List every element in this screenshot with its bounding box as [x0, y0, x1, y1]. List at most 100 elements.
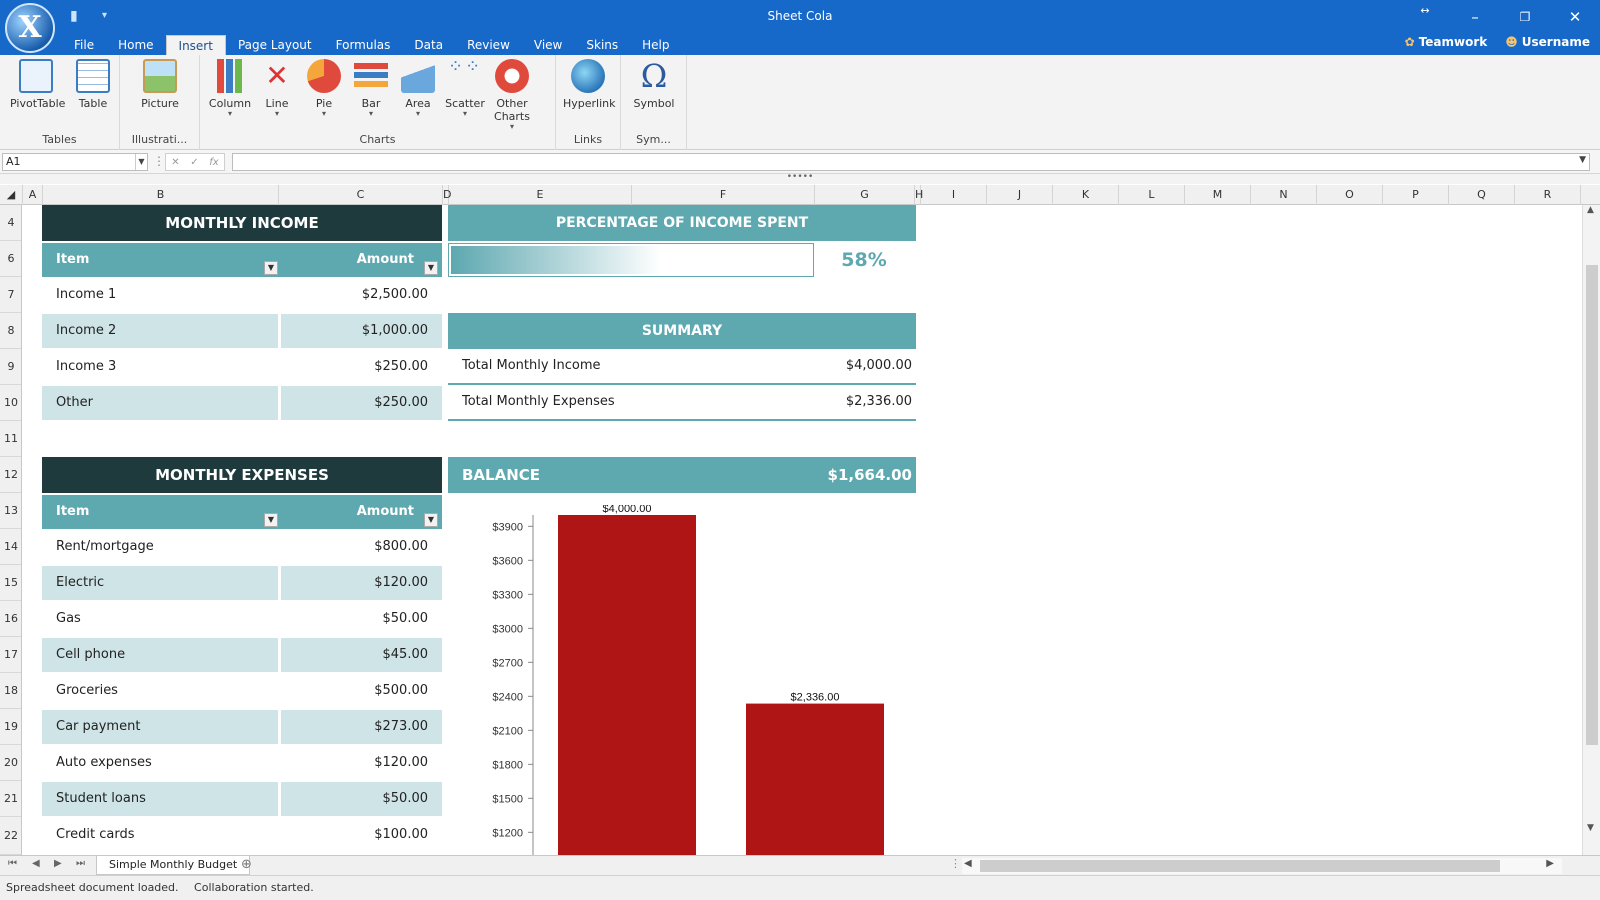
- income-amount-filter-icon[interactable]: ▼: [424, 261, 438, 275]
- tab-view[interactable]: View: [533, 38, 563, 52]
- column-header-d[interactable]: D: [443, 185, 451, 205]
- minimize-button[interactable]: –: [1471, 8, 1479, 26]
- next-sheet-icon[interactable]: ▶: [54, 858, 62, 869]
- column-header-q[interactable]: Q: [1449, 185, 1515, 205]
- column-header-g[interactable]: G: [815, 185, 915, 205]
- expenses-item-cell[interactable]: Rent/mortgage: [56, 539, 154, 554]
- column-header-c[interactable]: C: [279, 185, 443, 205]
- close-button[interactable]: ✕: [1568, 8, 1582, 26]
- pie-chart-button[interactable]: Pie ▾: [299, 59, 349, 118]
- row-header-19[interactable]: 19: [0, 709, 21, 745]
- scroll-right-icon[interactable]: ▶: [1546, 858, 1554, 869]
- row-header-21[interactable]: 21: [0, 781, 21, 817]
- formula-expand-icon[interactable]: ▼: [1579, 155, 1586, 165]
- app-logo[interactable]: X: [5, 3, 55, 53]
- column-header-k[interactable]: K: [1053, 185, 1119, 205]
- column-header-f[interactable]: F: [632, 185, 815, 205]
- column-header-i[interactable]: I: [921, 185, 987, 205]
- column-header-n[interactable]: N: [1251, 185, 1317, 205]
- select-all-corner[interactable]: ◢: [0, 185, 23, 205]
- expenses-item-cell[interactable]: Groceries: [56, 683, 118, 698]
- column-header-m[interactable]: M: [1185, 185, 1251, 205]
- line-chart-button[interactable]: ✕ Line ▾: [252, 59, 302, 118]
- scroll-down-icon[interactable]: ▼: [1587, 823, 1594, 833]
- expenses-item-cell[interactable]: Cell phone: [42, 638, 278, 672]
- tab-home[interactable]: Home: [118, 38, 154, 52]
- income-item-cell[interactable]: Other: [42, 386, 278, 420]
- income-item-cell[interactable]: Income 2: [42, 314, 278, 348]
- tab-formulas[interactable]: Formulas: [335, 38, 391, 52]
- restore-button[interactable]: ❐: [1519, 10, 1531, 24]
- tab-help[interactable]: Help: [642, 38, 670, 52]
- cancel-icon[interactable]: ✕: [171, 156, 180, 168]
- sheet-tab-simple-monthly-budget[interactable]: Simple Monthly Budget: [96, 856, 251, 875]
- income-amount-cell[interactable]: $1,000.00: [281, 314, 442, 348]
- summary-value[interactable]: $4,000.00: [845, 358, 912, 373]
- horizontal-scrollbar[interactable]: ◀ ▶: [962, 858, 1562, 874]
- summary-label[interactable]: Total Monthly Expenses: [462, 394, 615, 409]
- bar-chart-button[interactable]: Bar ▾: [346, 59, 396, 118]
- pivottable-button[interactable]: PivotTable: [10, 59, 65, 110]
- expenses-amount-cell[interactable]: $120.00: [374, 755, 428, 770]
- expenses-amount-cell[interactable]: $800.00: [374, 539, 428, 554]
- expenses-item-cell[interactable]: Car payment: [42, 710, 278, 744]
- expenses-item-filter-icon[interactable]: ▼: [264, 513, 278, 527]
- row-header-22[interactable]: 22: [0, 817, 21, 855]
- scatter-chart-button[interactable]: ⁘⁘ Scatter ▾: [445, 56, 485, 118]
- area-chart-button[interactable]: Area ▾: [393, 59, 443, 118]
- row-header-13[interactable]: 13: [0, 493, 21, 529]
- column-header-h[interactable]: H: [915, 185, 923, 205]
- table-button[interactable]: Table: [68, 59, 118, 110]
- summary-label[interactable]: Total Monthly Income: [462, 358, 601, 373]
- row-header-15[interactable]: 15: [0, 565, 21, 601]
- row-header-20[interactable]: 20: [0, 745, 21, 781]
- column-header-o[interactable]: O: [1317, 185, 1383, 205]
- last-sheet-icon[interactable]: ⏭: [76, 858, 85, 869]
- formula-splitter[interactable]: •••••: [0, 173, 1600, 184]
- expenses-amount-cell[interactable]: $120.00: [281, 566, 442, 600]
- picture-button[interactable]: Picture: [135, 59, 185, 110]
- column-header-l[interactable]: L: [1119, 185, 1185, 205]
- expenses-item-cell[interactable]: Auto expenses: [56, 755, 152, 770]
- summary-value[interactable]: $2,336.00: [845, 394, 912, 409]
- row-header-14[interactable]: 14: [0, 529, 21, 565]
- row-header-12[interactable]: 12: [0, 457, 21, 493]
- column-chart-button[interactable]: Column ▾: [205, 59, 255, 118]
- income-expenses-chart[interactable]: $1200 $1500 $1800 $2100 $2400 $2700 $3000 $3300…: [453, 505, 923, 855]
- expenses-item-cell[interactable]: Credit cards: [56, 827, 135, 842]
- row-header-8[interactable]: 8: [0, 313, 21, 349]
- confirm-icon[interactable]: ✓: [190, 156, 199, 168]
- row-header-4[interactable]: 4: [0, 205, 21, 241]
- save-icon[interactable]: ▮: [70, 8, 78, 24]
- tab-file[interactable]: File: [74, 38, 95, 52]
- tab-page-layout[interactable]: Page Layout: [237, 38, 312, 52]
- expenses-amount-cell[interactable]: $500.00: [374, 683, 428, 698]
- username-button[interactable]: ☻ Username: [1505, 35, 1590, 49]
- expenses-amount-cell[interactable]: $273.00: [281, 710, 442, 744]
- row-header-9[interactable]: 9: [0, 349, 21, 385]
- row-header-17[interactable]: 17: [0, 637, 21, 673]
- row-header-10[interactable]: 10: [0, 385, 21, 421]
- scroll-left-icon[interactable]: ◀: [964, 858, 972, 869]
- row-header-7[interactable]: 7: [0, 277, 21, 313]
- vertical-scroll-thumb[interactable]: [1586, 265, 1598, 745]
- expenses-amount-filter-icon[interactable]: ▼: [424, 513, 438, 527]
- prev-sheet-icon[interactable]: ◀: [32, 858, 40, 869]
- expenses-amount-cell[interactable]: $100.00: [374, 827, 428, 842]
- income-item-cell[interactable]: Income 3: [56, 359, 117, 374]
- expenses-item-cell[interactable]: Electric: [42, 566, 278, 600]
- hyperlink-button[interactable]: Hyperlink: [563, 59, 616, 110]
- column-header-p[interactable]: P: [1383, 185, 1449, 205]
- scroll-up-icon[interactable]: ▲: [1587, 205, 1594, 215]
- income-amount-cell[interactable]: $250.00: [281, 386, 442, 420]
- column-header-j[interactable]: J: [987, 185, 1053, 205]
- tab-data[interactable]: Data: [414, 38, 444, 52]
- income-item-filter-icon[interactable]: ▼: [264, 261, 278, 275]
- symbol-button[interactable]: Ω Symbol: [629, 59, 679, 110]
- row-header-11[interactable]: 11: [0, 421, 21, 457]
- row-header-6[interactable]: 6: [0, 241, 21, 277]
- expenses-amount-cell[interactable]: $50.00: [281, 782, 442, 816]
- income-amount-cell[interactable]: $2,500.00: [361, 287, 428, 302]
- first-sheet-icon[interactable]: ⏮: [8, 858, 17, 869]
- income-item-cell[interactable]: Income 1: [56, 287, 117, 302]
